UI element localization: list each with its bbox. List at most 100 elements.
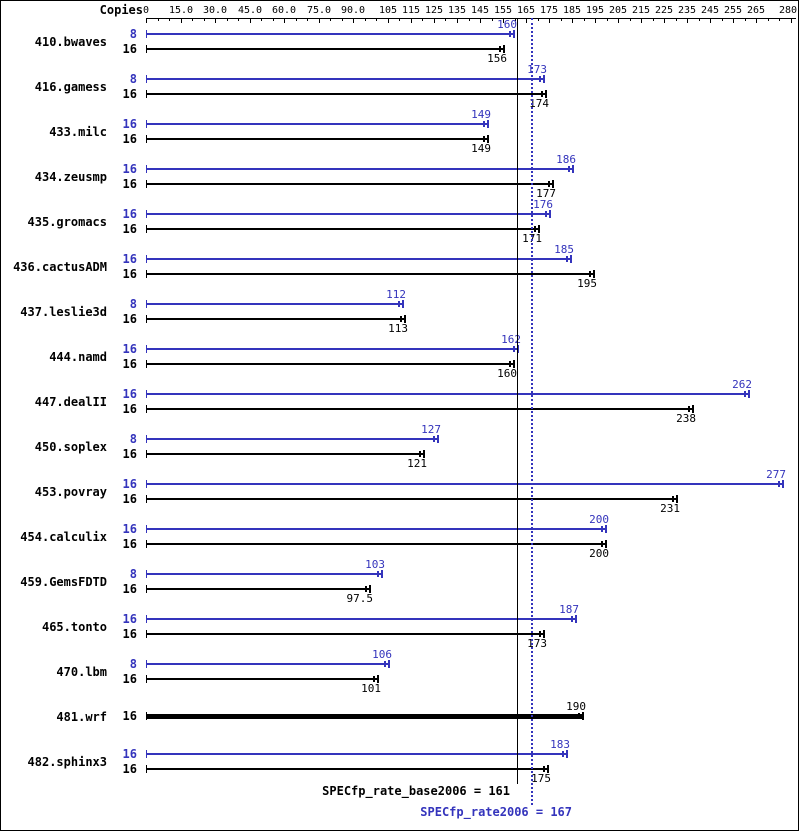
bar-run-tick [419,451,421,457]
bar-end-tick [402,300,404,308]
copies-value: 16 [122,357,137,371]
benchmark-label: 447.dealII [34,395,107,409]
axis-tick [549,18,550,23]
axis-tick [618,18,619,23]
bar-value-label: 174 [529,97,549,110]
bar-value-label: 112 [386,288,406,301]
copies-value: 16 [122,537,137,551]
copies-column-header: Copies [99,3,143,17]
copies-value: 8 [129,657,137,671]
result-bar [146,348,519,350]
axis-minor-tick [238,18,239,21]
bar-value-label: 262 [732,378,752,391]
axis-tick-label: 255 [723,5,743,16]
bar-end-tick [549,210,551,218]
bar-start-cap [146,405,147,413]
bar-end-tick [388,660,390,668]
bar-end-tick [547,765,549,773]
axis-minor-tick [445,18,446,21]
bar-end-tick [487,120,489,128]
bar-start-cap [146,495,147,503]
result-bar [146,138,489,140]
bar-end-tick [593,270,595,278]
axis-tick-label: 175 [539,5,559,16]
bar-end-tick [487,135,489,143]
bar-start-cap [146,315,147,323]
axis-tick [595,18,596,23]
axis-tick-label: 60.0 [271,5,297,16]
bar-value-label: 103 [365,558,385,571]
bar-run-tick [509,361,511,367]
axis-minor-tick [342,18,343,21]
result-bar [146,318,406,320]
result-bar [146,48,505,50]
bar-run-tick [571,616,573,622]
result-bar [146,483,784,485]
axis-tick [791,18,792,23]
bar-run-tick [377,571,379,577]
axis-tick [250,18,251,23]
bar-run-tick [672,496,674,502]
bar-run-tick [373,676,375,682]
bar-value-label: 149 [471,142,491,155]
bar-end-tick [369,585,371,593]
bar-start-cap [146,30,147,38]
result-bar [146,363,515,365]
bar-run-tick [566,256,568,262]
axis-tick-label: 135 [447,5,467,16]
axis-tick-label: 265 [746,5,766,16]
axis-tick-label: 195 [585,5,605,16]
result-bar [146,714,584,719]
axis-minor-tick [653,18,654,21]
axis-tick [526,18,527,23]
bar-start-cap [146,210,147,218]
bar-run-tick [513,346,515,352]
result-bar [146,453,425,455]
peak-reference-line [531,18,533,805]
bar-value-label: 238 [676,412,696,425]
axis-tick [319,18,320,23]
axis-tick-label: 225 [654,5,674,16]
bar-start-cap [146,75,147,83]
axis-minor-tick [676,18,677,21]
bar-end-tick [423,450,425,458]
copies-value: 16 [122,87,137,101]
copies-value: 16 [122,222,137,236]
copies-value: 16 [122,42,137,56]
bar-end-tick [605,540,607,548]
bar-value-label: 106 [372,648,392,661]
bar-start-cap [146,390,147,398]
bar-value-label: 97.5 [346,592,374,605]
axis-tick-label: 125 [424,5,444,16]
copies-value: 8 [129,432,137,446]
bar-run-tick [534,226,536,232]
bar-run-tick [499,46,501,52]
bar-start-cap [146,435,147,443]
axis-minor-tick [469,18,470,21]
axis-tick-label: 45.0 [237,5,263,16]
result-bar [146,543,607,545]
result-bar [146,663,390,665]
axis-minor-tick [169,18,170,21]
axis-minor-tick [584,18,585,21]
axis-tick-label: 235 [677,5,697,16]
axis-minor-tick [192,18,193,21]
bar-start-cap [146,165,147,173]
benchmark-label: 470.lbm [56,665,107,679]
axis-tick [353,18,354,23]
bar-value-label: 113 [388,322,408,335]
bar-run-tick [601,541,603,547]
bar-value-label: 127 [421,423,441,436]
benchmark-label: 459.GemsFDTD [20,575,107,589]
result-bar [146,183,554,185]
bar-value-label: 162 [501,333,521,346]
axis-tick [503,18,504,23]
copies-value: 8 [129,27,137,41]
bar-end-tick [437,435,439,443]
benchmark-label: 437.leslie3d [20,305,107,319]
axis-minor-tick [779,18,780,21]
copies-value: 16 [122,162,137,176]
bar-run-tick [545,211,547,217]
axis-minor-tick [699,18,700,21]
